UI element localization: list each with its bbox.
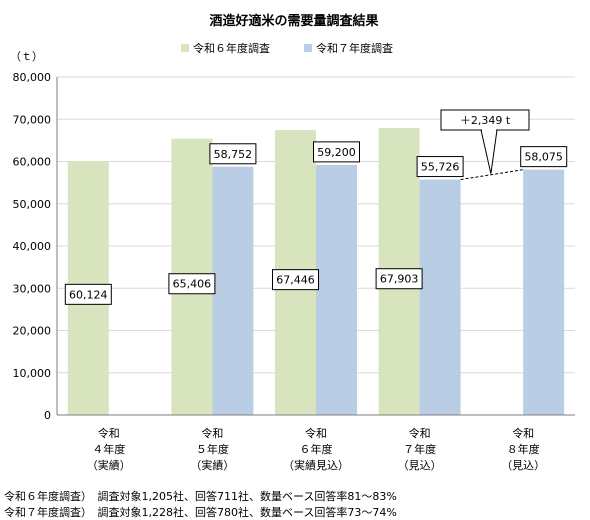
difference-annotation: ＋2,349 t xyxy=(440,109,530,181)
chart-title: 酒造好適米の需要量調査結果 xyxy=(209,13,378,29)
y-tick-labels: 0 10,000 20,000 30,000 40,000 50,000 60,000 70,… xyxy=(13,71,52,422)
data-label-s1-c4: 58,075 xyxy=(524,151,563,164)
data-label-box-s0-c1 xyxy=(168,273,216,295)
data-label-box-s1-c4 xyxy=(520,146,568,168)
data-label-box-s0-c0 xyxy=(64,283,112,305)
y-tick-label-6: 60,000 xyxy=(13,156,52,169)
annotation-pointer xyxy=(480,129,498,174)
data-label-s0-c3: 67,903 xyxy=(380,273,419,286)
y-tick-label-0: 0 xyxy=(44,409,51,422)
annotation-text: ＋2,349 t xyxy=(460,114,511,127)
y-tick-label-3: 30,000 xyxy=(13,282,52,295)
bar-s1-c4 xyxy=(523,169,565,415)
bar-s1-c2 xyxy=(316,164,357,415)
x-tick-label-4: 令和 ８年度 （見込） xyxy=(501,426,545,472)
data-label-s0-c0: 60,124 xyxy=(69,288,108,301)
data-label-s1-c3: 55,726 xyxy=(421,161,460,174)
y-tick-label-2: 20,000 xyxy=(13,325,52,338)
x-tick-label-3-line-2: （見込） xyxy=(398,459,442,472)
x-tick-label-1-line-1: ５年度 xyxy=(196,442,229,456)
y-tick-label-1: 10,000 xyxy=(13,367,52,380)
x-tick-label-1-line-2: （実績） xyxy=(190,458,234,472)
x-tick-label-2-line-2: （実績見込） xyxy=(283,458,349,472)
data-label-box-s0-c3 xyxy=(375,268,423,290)
x-tick-label-1: 令和 ５年度 （実績） xyxy=(190,426,234,472)
data-label-box-s1-c3 xyxy=(416,156,464,178)
legend-label-1: 令和７年度調査 xyxy=(316,41,393,55)
legend: 令和６年度調査 令和７年度調査 xyxy=(181,41,393,55)
x-tick-label-0-line-2: （実績） xyxy=(87,458,131,472)
bar-s1-c1 xyxy=(212,166,254,415)
data-label-s1-c2: 59,200 xyxy=(317,146,356,159)
data-label-s0-c2: 67,446 xyxy=(276,274,315,287)
survey-note-r6: 令和６年度調査） 調査対象1,205社、回答711社、数量ベース回答率81～83… xyxy=(4,490,397,503)
x-tick-label-0-line-1: ４年度 xyxy=(92,442,125,456)
x-tick-label-1-line-0: 令和 xyxy=(201,426,223,440)
x-tick-label-4-line-0: 令和 xyxy=(512,426,534,440)
legend-swatch-1 xyxy=(304,44,312,52)
x-tick-label-2-line-1: ６年度 xyxy=(300,442,333,456)
x-tick-label-4-line-1: ８年度 xyxy=(507,442,540,456)
y-tick-label-5: 50,000 xyxy=(13,198,52,211)
data-label-box-s1-c2 xyxy=(313,141,360,163)
x-tick-label-4-line-2: （見込） xyxy=(501,459,545,472)
legend-swatch-0 xyxy=(181,44,189,52)
x-tick-label-0-line-0: 令和 xyxy=(98,426,120,440)
x-tick-label-3-line-1: ７年度 xyxy=(403,442,436,456)
y-tick-label-4: 40,000 xyxy=(13,240,52,253)
bar-s1-c3 xyxy=(419,179,461,415)
annotation-dashed-line xyxy=(460,169,524,181)
y-axis-unit: （ｔ） xyxy=(10,50,43,63)
data-labels: 60,124 65,406 67,446 67,903 58,752 59,200 55,7… xyxy=(64,141,568,305)
x-tick-labels: 令和４年度（実績）令和５年度（実績）令和６年度（実績見込）令和７年度（見込）令和… xyxy=(87,426,545,472)
data-label-box-s1-c1 xyxy=(209,143,257,165)
data-label-box-s0-c2 xyxy=(272,269,319,291)
y-tick-label-7: 70,000 xyxy=(13,113,52,126)
x-tick-label-2: 令和 ６年度 （実績見込） xyxy=(283,426,349,472)
x-tick-label-2-line-0: 令和 xyxy=(305,426,327,440)
x-tick-label-0: 令和 ４年度 （実績） xyxy=(87,426,131,472)
x-tick-label-3-line-0: 令和 xyxy=(409,426,431,440)
data-label-s0-c1: 65,406 xyxy=(173,278,212,291)
x-tick-label-3: 令和 ７年度 （見込） xyxy=(398,426,442,472)
survey-note-r7: 令和７年度調査） 調査対象1,228社、回答780社、数量ベース回答率73～74… xyxy=(4,506,397,519)
axes xyxy=(56,77,575,416)
data-label-s1-c1: 58,752 xyxy=(214,148,253,161)
y-tick-label-8: 80,000 xyxy=(13,71,52,84)
legend-label-0: 令和６年度調査 xyxy=(193,41,270,55)
